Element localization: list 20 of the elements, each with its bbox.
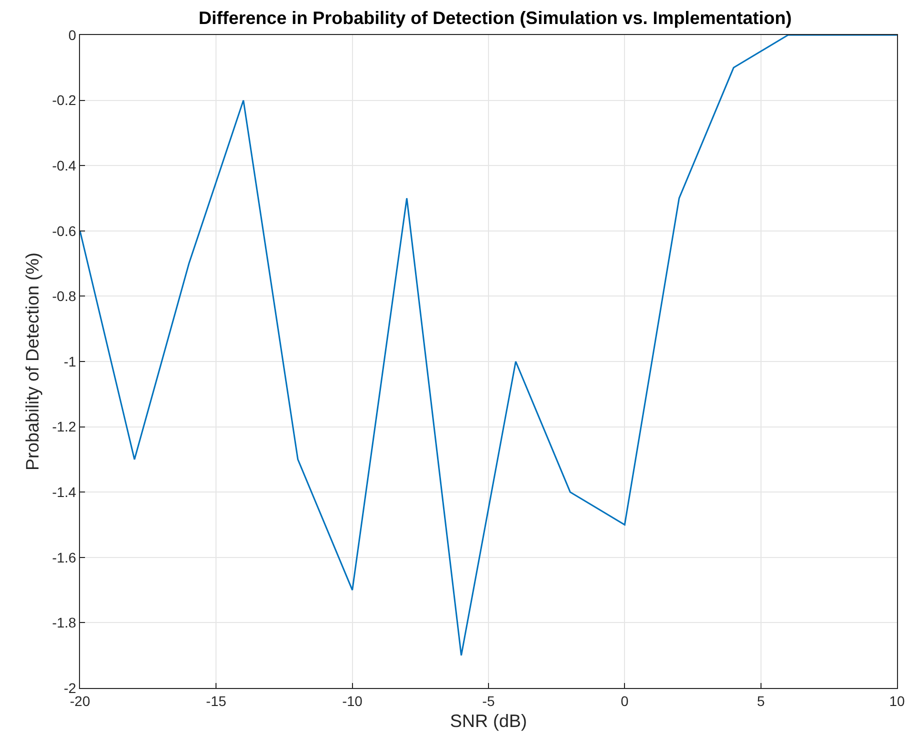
x-tick-label: -15 <box>206 692 226 709</box>
x-axis-title: SNR (dB) <box>450 710 528 731</box>
y-tick-label: -0.8 <box>52 288 76 304</box>
y-axis-title: Probability of Detection (%) <box>22 252 42 471</box>
x-tick-label: 5 <box>756 692 765 709</box>
y-tick-label: -1.2 <box>52 418 76 435</box>
y-tick-label: -1 <box>64 353 76 370</box>
line-series <box>80 35 897 656</box>
y-tick-label: -1.4 <box>52 484 76 500</box>
y-tick-label: -1.8 <box>52 614 76 631</box>
y-tick-label: -0.6 <box>52 222 76 239</box>
y-tick-label: -0.2 <box>52 92 76 108</box>
chart-title: Difference in Probability of Detection (Simulation vs. Implementation) <box>198 8 792 28</box>
x-tick-label: 0 <box>620 692 629 709</box>
y-tick-label: 0 <box>68 26 76 43</box>
y-tick-label: -0.4 <box>52 158 76 174</box>
y-tick-label: -1.6 <box>52 549 76 566</box>
x-tick-label: -5 <box>482 692 495 709</box>
x-tick-label: 10 <box>889 692 905 709</box>
x-tick-label: -10 <box>342 692 363 709</box>
